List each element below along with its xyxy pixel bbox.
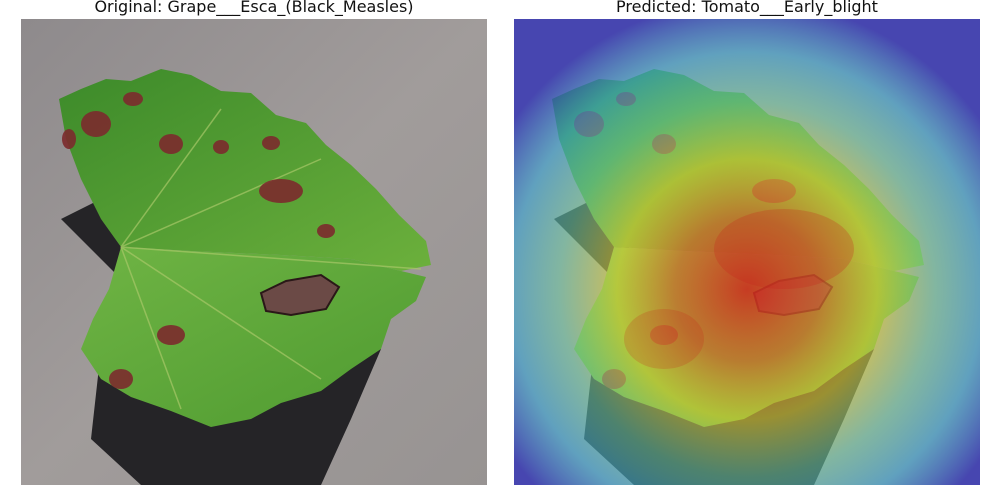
predicted-heatmap-image (514, 19, 980, 485)
original-image-title: Original: Grape___Esca_(Black_Measles) (21, 0, 487, 17)
original-leaf-image (21, 19, 487, 485)
predicted-heatmap-title: Predicted: Tomato___Early_blight (514, 0, 980, 17)
